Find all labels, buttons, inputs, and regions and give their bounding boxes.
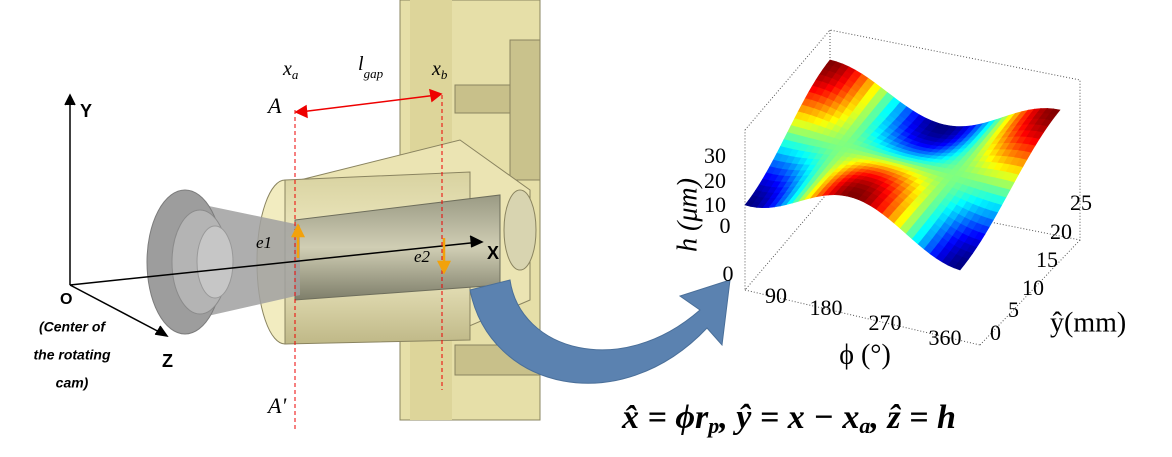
axis-label: Z [162, 351, 173, 371]
sub: b [441, 67, 448, 82]
axis-label: X [487, 243, 499, 263]
y-tick-label: 25 [1070, 190, 1092, 215]
x-tick-label: 90 [765, 283, 787, 308]
z-tick-label: 20 [704, 168, 726, 193]
section-label: A' [266, 393, 286, 418]
x-tick-label: 270 [869, 310, 902, 335]
x-tick-label: 0 [723, 261, 734, 286]
formula-part: x̂ = ϕr [621, 399, 709, 436]
origin-note: (Center of [39, 319, 106, 335]
z-axis-label: h (μm) [672, 178, 703, 252]
formula-subscript: p [706, 413, 719, 438]
axis-label: Y [80, 101, 92, 121]
y-tick-label: 5 [1008, 297, 1019, 322]
sub: a [292, 67, 299, 82]
formula-subscript: a [859, 413, 870, 438]
housing [257, 0, 540, 420]
origin-note: the rotating [34, 347, 111, 363]
y-tick-label: 20 [1050, 219, 1072, 244]
base: x [282, 58, 292, 80]
origin-note: cam) [56, 375, 89, 391]
z-tick-label: 30 [704, 143, 726, 168]
surface [745, 60, 1060, 270]
l-gap-label: lgap [358, 53, 384, 81]
z-tick-label: 0 [720, 213, 731, 238]
x-tick-label: 180 [810, 295, 843, 320]
y-tick-label: 10 [1022, 275, 1044, 300]
origin-label: O [60, 291, 72, 308]
y-tick-label: 15 [1036, 247, 1058, 272]
figure: Y X Z O (Center of the rotating cam) xa … [0, 0, 1172, 452]
x-axis-label: ϕ (°) [839, 339, 891, 370]
sub: gap [364, 66, 384, 81]
formula: x̂ = ϕrp, ŷ = x − xa, ẑ = h [621, 399, 956, 438]
x-a-label: xa [282, 58, 299, 82]
formula-part: , ẑ = h [869, 399, 956, 436]
e2-label: e2 [414, 247, 431, 266]
x-tick-label: 360 [929, 325, 962, 350]
y-axis-label: ŷ(mm) [1050, 307, 1126, 338]
base: x [431, 58, 441, 80]
e1-label: e1 [256, 233, 272, 252]
section-label: A [266, 93, 282, 118]
y-tick-label: 0 [990, 320, 1001, 345]
formula-part: , ŷ = x − x [718, 399, 859, 436]
